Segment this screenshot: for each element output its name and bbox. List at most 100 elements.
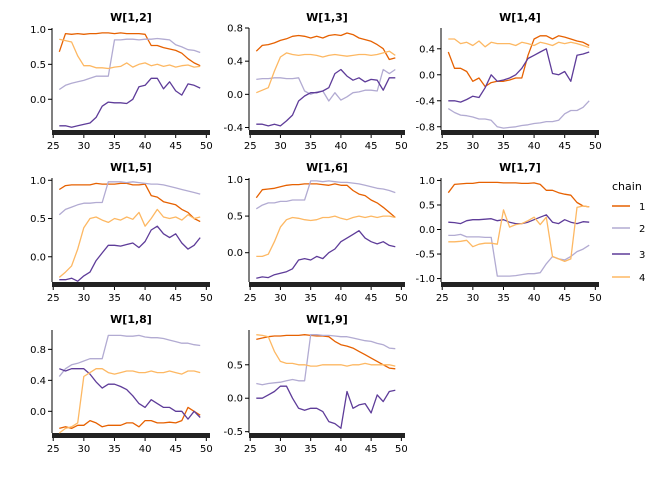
panel-8-ytick-label: 0.5 — [227, 360, 243, 371]
panel-2-title: W[1,3] — [306, 11, 348, 24]
panel-2-series-chain-4 — [256, 50, 396, 94]
panel-7: W[1,8] 0.0 0.4 0.8 25 30 35 40 45 50 — [30, 313, 213, 455]
panel-5-series-chain-2 — [255, 180, 396, 210]
panel-5-title: W[1,6] — [306, 161, 348, 174]
panel-4: W[1,5] 0.0 0.5 1.0 25 30 35 40 45 50 — [30, 161, 213, 304]
panel-8: W[1,9] -0.5 0.0 0.5 25 30 35 40 45 50 — [223, 313, 407, 455]
panel-4-xtick-label: 45 — [169, 293, 182, 304]
panel-6-title: W[1,7] — [499, 161, 541, 174]
panel-3-series-chain-1 — [447, 35, 590, 88]
panel-1: W[1,2] 0.0 0.5 1.0 25 30 35 40 45 50 — [30, 11, 213, 152]
panel-6: W[1,7] -1.0 -0.5 0.0 0.5 1.0 25 30 35 40 45 50 — [415, 161, 601, 304]
panel-5-series-chain-4 — [256, 215, 396, 258]
panel-7-xtick-label: 50 — [200, 444, 213, 455]
panel-2-series-chain-1 — [255, 32, 396, 61]
panel-8-x-axis — [249, 433, 405, 438]
panel-5-xtick-label: 40 — [335, 293, 348, 304]
panel-7-xtick-label: 45 — [169, 444, 182, 455]
panel-2-xtick-label: 35 — [304, 141, 317, 152]
panel-1-series-chain-2 — [58, 37, 201, 91]
panel-3-series-chain-3 — [448, 48, 590, 103]
panel-8-xtick-label: 25 — [244, 444, 257, 455]
panel-6-ytick-label: 1.0 — [419, 176, 435, 187]
panel-2-ytick-label: -0.4 — [223, 123, 243, 134]
panel-4-series-chain-1 — [58, 182, 201, 223]
panel-5-ytick-label: 0.5 — [227, 212, 243, 223]
panel-5-xtick-label: 45 — [365, 293, 378, 304]
panel-2-xtick-label: 25 — [244, 141, 257, 152]
legend-entry-1: 1 — [612, 202, 645, 213]
panel-8-series-chain-2 — [256, 334, 396, 386]
panel-3-xtick-label: 50 — [589, 141, 602, 152]
legend-entry-3: 3 — [612, 250, 645, 261]
panel-8-ytick-label: 0.0 — [227, 394, 243, 405]
panel-1-xtick-label: 40 — [139, 141, 152, 152]
panel-1-xtick-label: 50 — [200, 141, 213, 152]
panel-5-ytick-label: 1.0 — [227, 175, 243, 186]
panel-4-x-axis — [52, 282, 210, 287]
panel-4-xtick-label: 40 — [139, 293, 152, 304]
legend-entry-4: 4 — [612, 273, 645, 284]
panel-2-series-chain-3 — [256, 68, 396, 127]
panel-6-ytick-label: 0.5 — [419, 200, 435, 211]
panel-4-xtick-label: 25 — [47, 293, 60, 304]
panel-8-xtick-label: 35 — [304, 444, 317, 455]
panel-2-xtick-label: 50 — [395, 141, 408, 152]
panel-5-series-chain-1 — [255, 183, 396, 218]
panel-7-xtick-label: 35 — [108, 444, 121, 455]
panel-1-title: W[1,2] — [110, 11, 152, 24]
panel-1-xtick-label: 45 — [169, 141, 182, 152]
panel-8-xtick-label: 40 — [335, 444, 348, 455]
panel-3-xtick-label: 35 — [497, 141, 510, 152]
panel-7-series-chain-1 — [59, 406, 201, 430]
panel-5-xtick-label: 35 — [304, 293, 317, 304]
panel-1-ytick-label: 1.0 — [30, 25, 46, 36]
panel-7-xtick-label: 40 — [139, 444, 152, 455]
panel-5-xtick-label: 30 — [274, 293, 287, 304]
panel-8-xtick-label: 45 — [365, 444, 378, 455]
panel-4-xtick-label: 35 — [108, 293, 121, 304]
panel-6-xtick-label: 25 — [436, 293, 449, 304]
panel-7-ytick-label: 0.4 — [30, 376, 46, 387]
panel-1-ytick-label: 0.5 — [30, 60, 46, 71]
panel-7-title: W[1,8] — [110, 313, 152, 326]
panel-6-series-chain-4 — [448, 205, 590, 263]
panel-6-xtick-label: 50 — [589, 293, 602, 304]
panel-4-ytick-label: 0.5 — [30, 214, 46, 225]
panel-8-series-chain-4 — [256, 334, 396, 367]
panel-2-xtick-label: 40 — [335, 141, 348, 152]
panel-6-xtick-label: 30 — [466, 293, 479, 304]
panel-5-series-chain-3 — [256, 230, 396, 279]
panel-5-x-axis — [249, 282, 405, 287]
panel-1-xtick-label: 30 — [77, 141, 90, 152]
panel-3-xtick-label: 45 — [558, 141, 571, 152]
panel-7-series-chain-4 — [58, 368, 201, 434]
panel-7-xtick-label: 30 — [77, 444, 90, 455]
panel-3-series-chain-2 — [447, 100, 590, 129]
panel-2-ytick-label: 0.8 — [227, 24, 243, 35]
panel-8-xtick-label: 50 — [395, 444, 408, 455]
panel-3-ytick-label: 0.4 — [419, 44, 435, 55]
panel-3-ytick-label: 0.0 — [419, 70, 435, 81]
panel-4-xtick-label: 50 — [200, 293, 213, 304]
panel-4-series-chain-4 — [58, 208, 201, 278]
panel-5: W[1,6] 0.0 0.5 1.0 25 30 35 40 45 50 — [227, 161, 408, 304]
panel-7-series-chain-3 — [59, 368, 201, 420]
panel-8-series-chain-1 — [256, 334, 396, 370]
panel-8-title: W[1,9] — [306, 313, 348, 326]
legend-label-1: 1 — [639, 202, 645, 213]
panel-4-ytick-label: 1.0 — [30, 176, 46, 187]
trace-panels: W[1,2] 0.0 0.5 1.0 25 30 35 40 45 50 W[1,3] -0.4 0.0… — [30, 11, 602, 455]
panel-3-ytick-label: -0.8 — [415, 122, 435, 133]
panel-6-ytick-label: 0.0 — [419, 225, 435, 236]
chain-legend: chain 1 2 3 4 — [612, 180, 645, 284]
panel-8-series-chain-3 — [256, 385, 396, 429]
panel-6-series-chain-2 — [448, 233, 590, 277]
panel-1-series-chain-4 — [59, 38, 201, 70]
panel-1-x-axis — [52, 130, 210, 135]
panel-4-series-chain-2 — [58, 181, 201, 216]
panel-1-xtick-label: 25 — [47, 141, 60, 152]
panel-3-ytick-label: -0.4 — [415, 96, 435, 107]
